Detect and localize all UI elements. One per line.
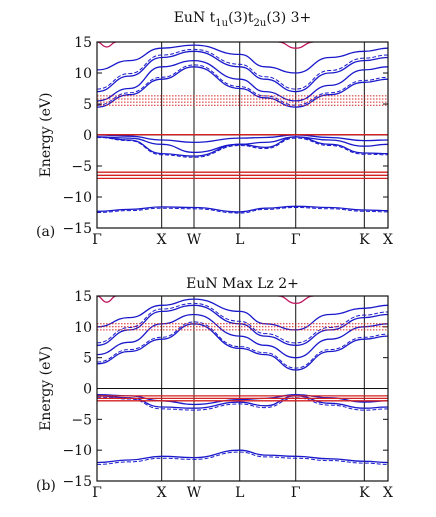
band-line (97, 451, 388, 465)
band-line (97, 206, 388, 214)
x-tick-label: K (359, 232, 370, 248)
y-tick-label: 0 (83, 382, 92, 398)
x-tick-label: L (235, 485, 244, 501)
band-line (97, 137, 388, 158)
band-line (97, 321, 388, 369)
chart-panel-b: EuN Max Lz 2+ Energy (eV) (b) 15 10 5 0 −5 −10 −1… (36, 276, 393, 501)
band-line (97, 136, 388, 157)
y-tick-label: −10 (62, 190, 92, 206)
band-line (97, 50, 388, 93)
x-tick-label: X (383, 232, 393, 248)
chart-title: EuN t1u(3)t2u(3) 3+ (174, 10, 312, 29)
y-tick-label: −15 (62, 474, 92, 490)
band-line (97, 323, 388, 371)
y-tick-label: −5 (71, 159, 92, 175)
y-tick-label: −5 (71, 412, 92, 428)
band-line (97, 42, 117, 48)
x-tick-label: W (187, 232, 202, 248)
band-line (97, 134, 388, 144)
band-line (97, 396, 388, 411)
plot-frame (96, 41, 389, 229)
y-tick-label: 10 (74, 320, 92, 336)
y-tick-label: 15 (74, 289, 92, 305)
x-tick-label: Γ (291, 232, 301, 248)
x-tick-label: X (383, 485, 393, 501)
x-tick-label: W (187, 485, 202, 501)
chart-panel-a: EuN t1u(3)t2u(3) 3+ Energy (eV) (a) 15 10 5 0 −… (36, 10, 393, 248)
band-line (278, 296, 314, 305)
chart-title: EuN Max Lz 2+ (186, 276, 299, 292)
x-tick-label: K (359, 485, 370, 501)
band-line (97, 59, 388, 102)
band-line (97, 48, 388, 90)
plot-frame (96, 295, 389, 482)
band-line (97, 205, 388, 213)
y-axis-label: Energy (eV) (38, 93, 54, 178)
bands (97, 42, 388, 214)
band-line (97, 66, 388, 108)
band-line (97, 136, 388, 154)
x-tick-label: Γ (291, 485, 301, 501)
band-line (97, 395, 388, 409)
x-tick-label: Γ (92, 232, 102, 248)
band-line (97, 64, 388, 106)
y-tick-label: 10 (74, 66, 92, 82)
x-tick-label: X (157, 485, 167, 501)
x-tick-label: L (235, 232, 244, 248)
band-line (97, 313, 388, 359)
y-tick-label: −10 (62, 443, 92, 459)
y-tick-label: −15 (62, 221, 92, 237)
band-line (97, 44, 388, 74)
band-line (97, 449, 388, 464)
y-tick-label: 5 (83, 351, 92, 367)
y-tick-label: 15 (74, 35, 92, 51)
panel-label: (b) (36, 478, 56, 494)
band-line (97, 296, 117, 303)
band-line (278, 42, 314, 49)
panel-label: (a) (36, 224, 55, 240)
x-tick-label: Γ (92, 485, 102, 501)
bands (97, 296, 388, 465)
y-tick-label: 0 (83, 128, 92, 144)
band-line (97, 302, 388, 344)
y-tick-label: 5 (83, 97, 92, 113)
y-axis-label: Energy (eV) (38, 346, 54, 431)
band-line (97, 298, 388, 331)
x-tick-label: X (157, 232, 167, 248)
